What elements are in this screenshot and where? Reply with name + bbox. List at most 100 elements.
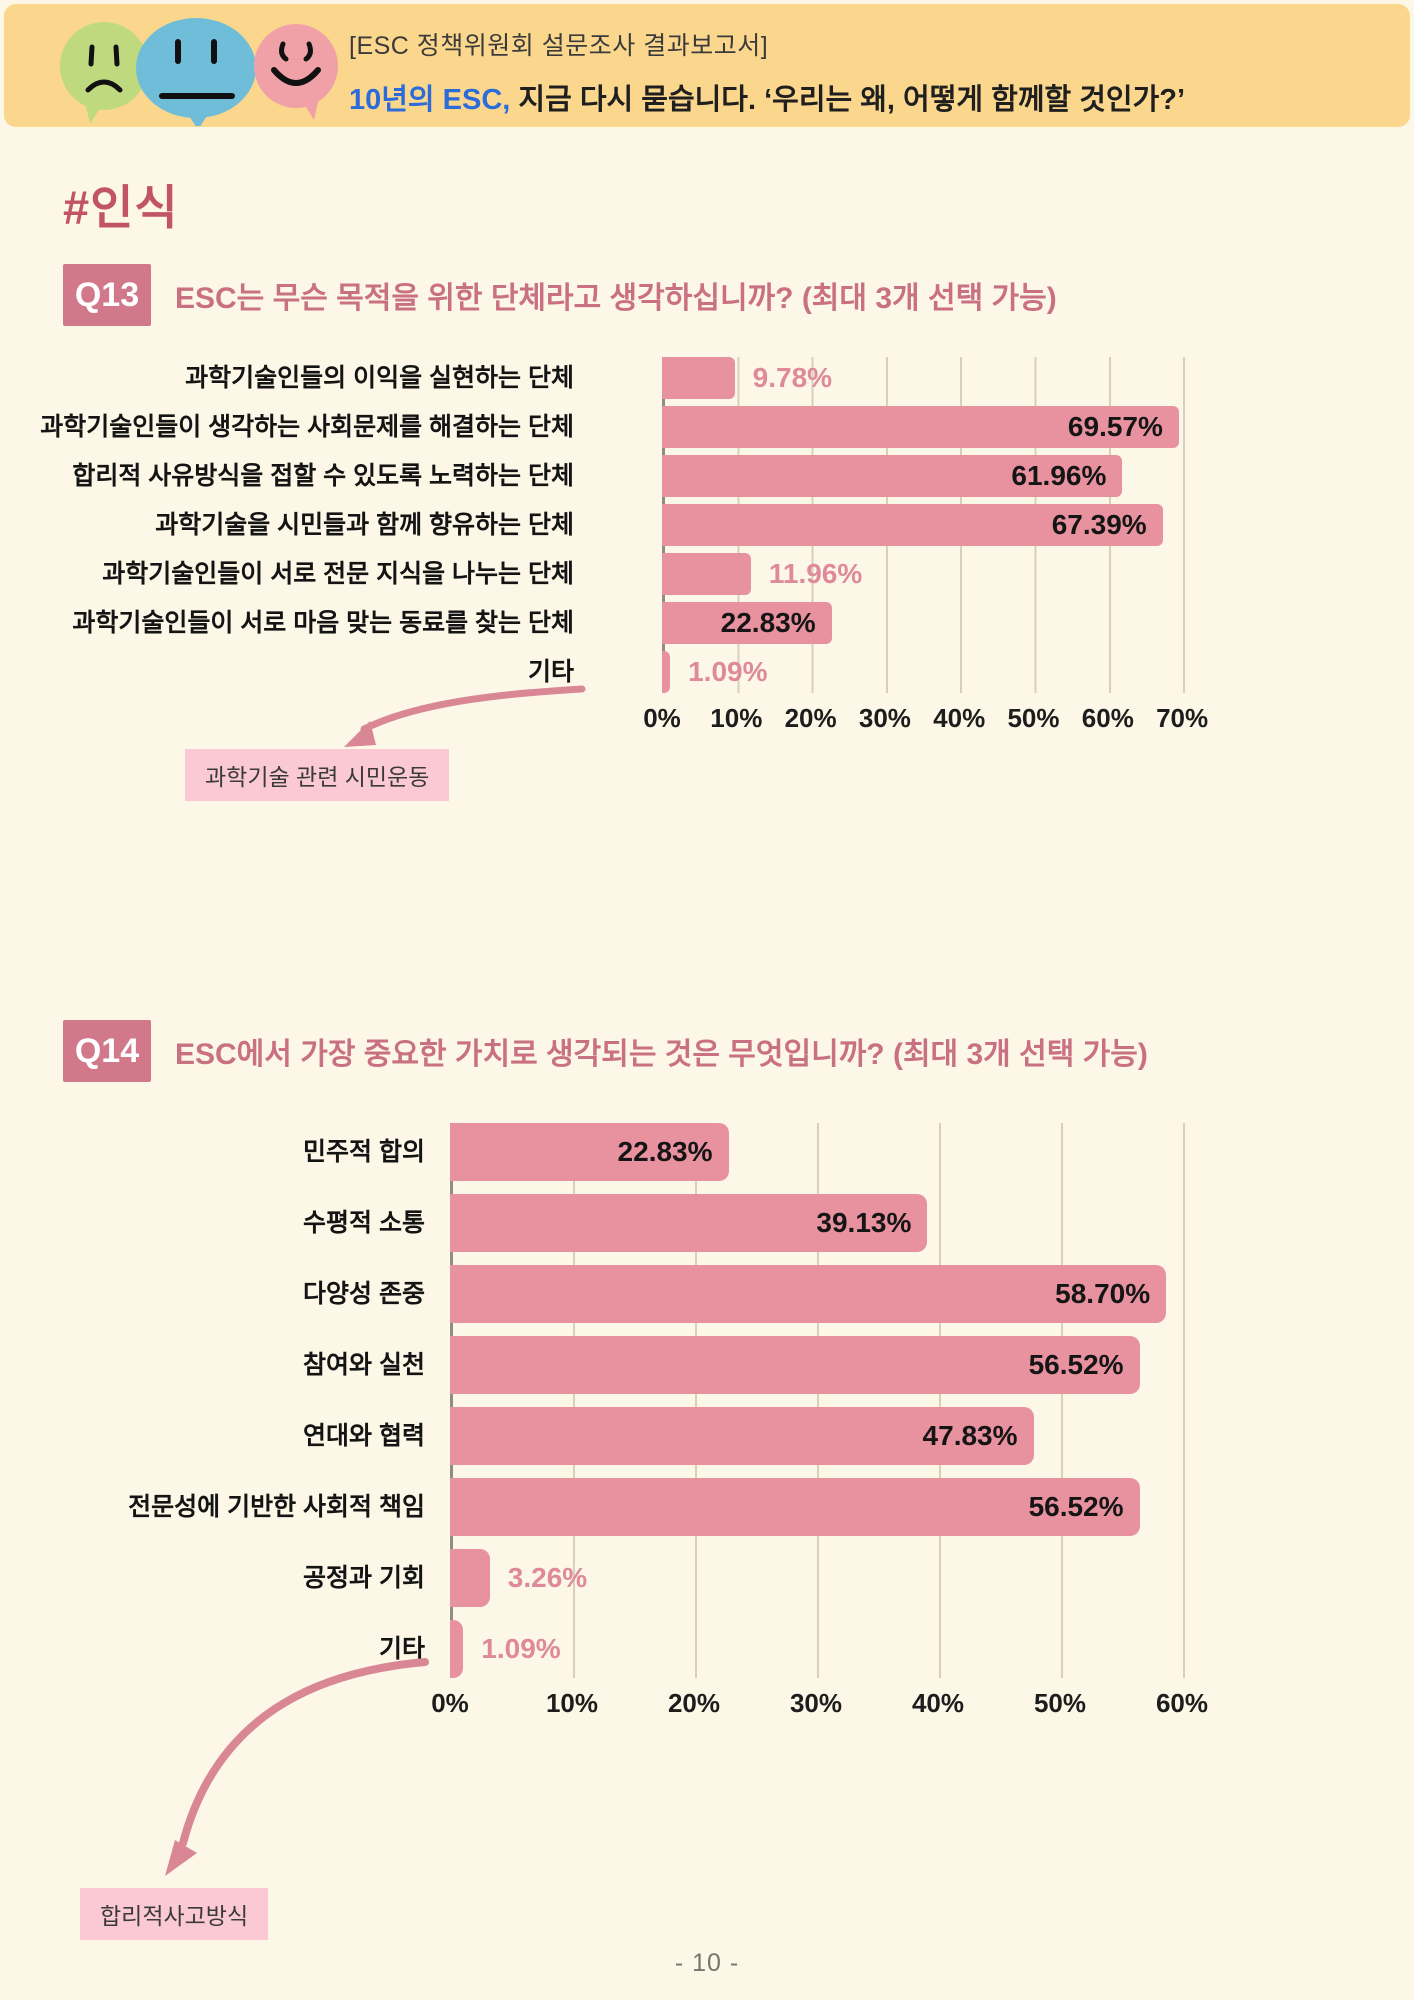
category-label: 전문성에 기반한 사회적 책임	[128, 1493, 425, 1521]
category-label: 연대와 협력	[303, 1422, 425, 1450]
header-band: [ESC 정책위원회 설문조사 결과보고서] 10년의 ESC, 지금 다시 묻…	[4, 4, 1410, 127]
q14-badge: Q14	[63, 1020, 151, 1082]
chart-row: 과학기술인들이 서로 마음 맞는 동료를 찾는 단체 22.83%	[0, 602, 1414, 644]
axis-tick-label: 10%	[545, 1688, 599, 1718]
axis-tick-label: 50%	[1033, 1688, 1087, 1718]
bar: 67.39%	[662, 504, 1163, 546]
question-section-q13: Q13 ESC는 무슨 목적을 위한 단체라고 생각하십니까? (최대 3개 선…	[0, 263, 1414, 835]
category-label: 민주적 합의	[303, 1138, 425, 1166]
bar-track: 22.83%	[450, 1123, 1200, 1181]
curved-arrow-icon	[344, 685, 586, 747]
q14-annotation-zone: 합리적사고방식	[0, 1658, 1414, 1970]
chart-row: 연대와 협력 47.83%	[0, 1407, 1414, 1465]
q14-bar-chart: 민주적 합의 22.83% 수평적 소통 39.13% 다양성 존중 58.70% 참여와 …	[0, 1123, 1414, 1720]
q13-badge: Q13	[63, 264, 151, 326]
chart-row: 과학기술인들이 생각하는 사회문제를 해결하는 단체 69.57%	[0, 406, 1414, 448]
chart-row: 기타 1.09%	[0, 1620, 1414, 1678]
bar-track: 61.96%	[662, 455, 1192, 497]
bar: 56.52%	[450, 1478, 1140, 1536]
value-label: 11.96%	[768, 558, 863, 589]
bar: 69.57%	[662, 406, 1179, 448]
category-label: 과학기술인들이 생각하는 사회문제를 해결하는 단체	[40, 413, 574, 441]
value-label: 39.13%	[816, 1207, 912, 1238]
q13-bar-chart: 과학기술인들의 이익을 실현하는 단체 9.78% 과학기술인들이 생각하는 사회문…	[0, 357, 1414, 735]
chart-row: 수평적 소통 39.13%	[0, 1194, 1414, 1252]
chart-row: 과학기술을 시민들과 함께 향유하는 단체 67.39%	[0, 504, 1414, 546]
neutral-face-bubble-icon	[136, 18, 256, 126]
chart-row: 참여와 실천 56.52%	[0, 1336, 1414, 1394]
category-label: 과학기술인들이 서로 마음 맞는 동료를 찾는 단체	[72, 609, 574, 637]
bar-track: 58.70%	[450, 1265, 1200, 1323]
bar-track: 69.57%	[662, 406, 1192, 448]
q14-question: ESC에서 가장 중요한 가치로 생각되는 것은 무엇입니까? (최대 3개 선…	[175, 1038, 1148, 1071]
q14-other-note: 합리적사고방식	[80, 1888, 269, 1940]
bar-track: 9.78%	[662, 357, 1192, 399]
axis-tick-label: 10%	[710, 703, 763, 733]
chart-rows: 민주적 합의 22.83% 수평적 소통 39.13% 다양성 존중 58.70% 참여와 …	[0, 1123, 1414, 1678]
chart-row: 과학기술인들이 서로 전문 지식을 나누는 단체 11.96%	[0, 553, 1414, 595]
x-axis: 0% 10% 20% 30% 40% 50% 60% 70%	[0, 699, 1414, 735]
category-label: 공정과 기회	[303, 1564, 425, 1592]
value-label: 61.96%	[1011, 460, 1107, 491]
bar-track: 56.52%	[450, 1478, 1200, 1536]
sad-face-bubble-icon	[60, 22, 148, 124]
report-kicker: [ESC 정책위원회 설문조사 결과보고서]	[349, 32, 769, 60]
bar: 22.83%	[662, 602, 832, 644]
value-label: 47.83%	[922, 1420, 1018, 1451]
value-label: 3.26%	[507, 1562, 588, 1593]
q14-header: Q14 ESC에서 가장 중요한 가치로 생각되는 것은 무엇입니까? (최대 …	[0, 1019, 1414, 1083]
bar-track: 47.83%	[450, 1407, 1200, 1465]
bar: 56.52%	[450, 1336, 1140, 1394]
bar-track: 22.83%	[662, 602, 1192, 644]
speech-bubble-faces	[60, 18, 338, 126]
bar: 58.70%	[450, 1265, 1167, 1323]
bar-track: 1.09%	[450, 1620, 1200, 1678]
x-axis: 0% 10% 20% 30% 40% 50% 60%	[0, 1684, 1414, 1720]
axis-tick-label: 40%	[911, 1688, 965, 1718]
q13-annotation-zone: 과학기술 관련 시민운동	[0, 685, 1414, 835]
axis-tick-label: 0%	[431, 1688, 469, 1718]
axis-tick-label: 60%	[1081, 703, 1134, 733]
bar	[662, 357, 735, 399]
axis-tick-label: 70%	[1156, 703, 1209, 733]
value-label: 56.52%	[1028, 1349, 1124, 1380]
axis-tick-label: 20%	[784, 703, 837, 733]
axis-tick-label: 60%	[1155, 1688, 1209, 1718]
q13-other-note: 과학기술 관련 시민운동	[185, 749, 450, 801]
bar: 47.83%	[450, 1407, 1034, 1465]
bar: 61.96%	[662, 455, 1123, 497]
bar-track: 3.26%	[450, 1549, 1200, 1607]
value-label: 69.57%	[1067, 411, 1163, 442]
category-label: 합리적 사유방식을 접할 수 있도록 노력하는 단체	[72, 462, 574, 490]
q13-question: ESC는 무슨 목적을 위한 단체라고 생각하십니까? (최대 3개 선택 가능…	[175, 282, 1057, 315]
bar	[662, 553, 751, 595]
chart-rows: 과학기술인들의 이익을 실현하는 단체 9.78% 과학기술인들이 생각하는 사회문…	[0, 357, 1414, 693]
axis-tick-label: 50%	[1007, 703, 1060, 733]
category-label: 참여와 실천	[303, 1351, 425, 1379]
bar: 39.13%	[450, 1194, 928, 1252]
axis-tick-label: 30%	[858, 703, 911, 733]
chart-row: 합리적 사유방식을 접할 수 있도록 노력하는 단체 61.96%	[0, 455, 1414, 497]
category-label: 과학기술인들의 이익을 실현하는 단체	[185, 364, 574, 392]
q13-header: Q13 ESC는 무슨 목적을 위한 단체라고 생각하십니까? (최대 3개 선…	[0, 263, 1414, 327]
category-label: 기타	[527, 658, 574, 686]
value-label: 22.83%	[720, 607, 816, 638]
category-label: 과학기술을 시민들과 함께 향유하는 단체	[155, 511, 574, 539]
chart-row: 공정과 기회 3.26%	[0, 1549, 1414, 1607]
bar-track: 56.52%	[450, 1336, 1200, 1394]
value-label: 58.70%	[1055, 1278, 1151, 1309]
chart-row: 다양성 존중 58.70%	[0, 1265, 1414, 1323]
page-number: - 10 -	[674, 1949, 740, 1977]
bar-track: 39.13%	[450, 1194, 1200, 1252]
curved-arrow-icon	[165, 1658, 429, 1876]
axis-tick-label: 0%	[643, 703, 681, 733]
report-title-highlight: 10년의 ESC,	[349, 84, 511, 116]
header-text: [ESC 정책위원회 설문조사 결과보고서] 10년의 ESC, 지금 다시 묻…	[349, 26, 1185, 118]
report-title-rest: 지금 다시 묻습니다. ‘우리는 왜, 어떻게 함께할 것인가?’	[510, 84, 1186, 116]
value-label: 1.09%	[481, 1633, 561, 1664]
bar	[662, 651, 671, 693]
report-title: 10년의 ESC, 지금 다시 묻습니다. ‘우리는 왜, 어떻게 함께할 것인…	[349, 76, 1185, 118]
section-heading: #인식	[63, 181, 179, 234]
bar: 22.83%	[450, 1123, 729, 1181]
question-section-q14: Q14 ESC에서 가장 중요한 가치로 생각되는 것은 무엇입니까? (최대 …	[0, 1019, 1414, 1970]
